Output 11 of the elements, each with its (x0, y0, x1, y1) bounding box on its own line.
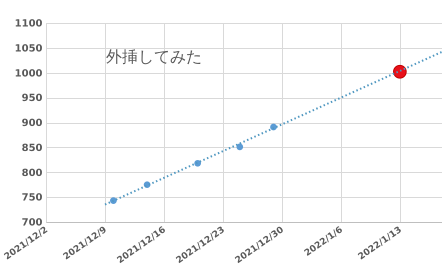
y-tick-label: 750 (22, 192, 43, 204)
y-tick-label: 900 (22, 118, 43, 129)
y-tick-label: 1100 (14, 18, 43, 30)
point (393, 64, 407, 79)
y-tick-label: 950 (22, 93, 43, 104)
y-tick-label: 1000 (14, 68, 43, 80)
annotation: 外挿してみた (106, 47, 202, 66)
point (236, 144, 244, 150)
y-tick-label: 1050 (14, 43, 43, 54)
y-tick-label: 800 (22, 168, 43, 179)
y-tick-label: 850 (22, 142, 43, 154)
